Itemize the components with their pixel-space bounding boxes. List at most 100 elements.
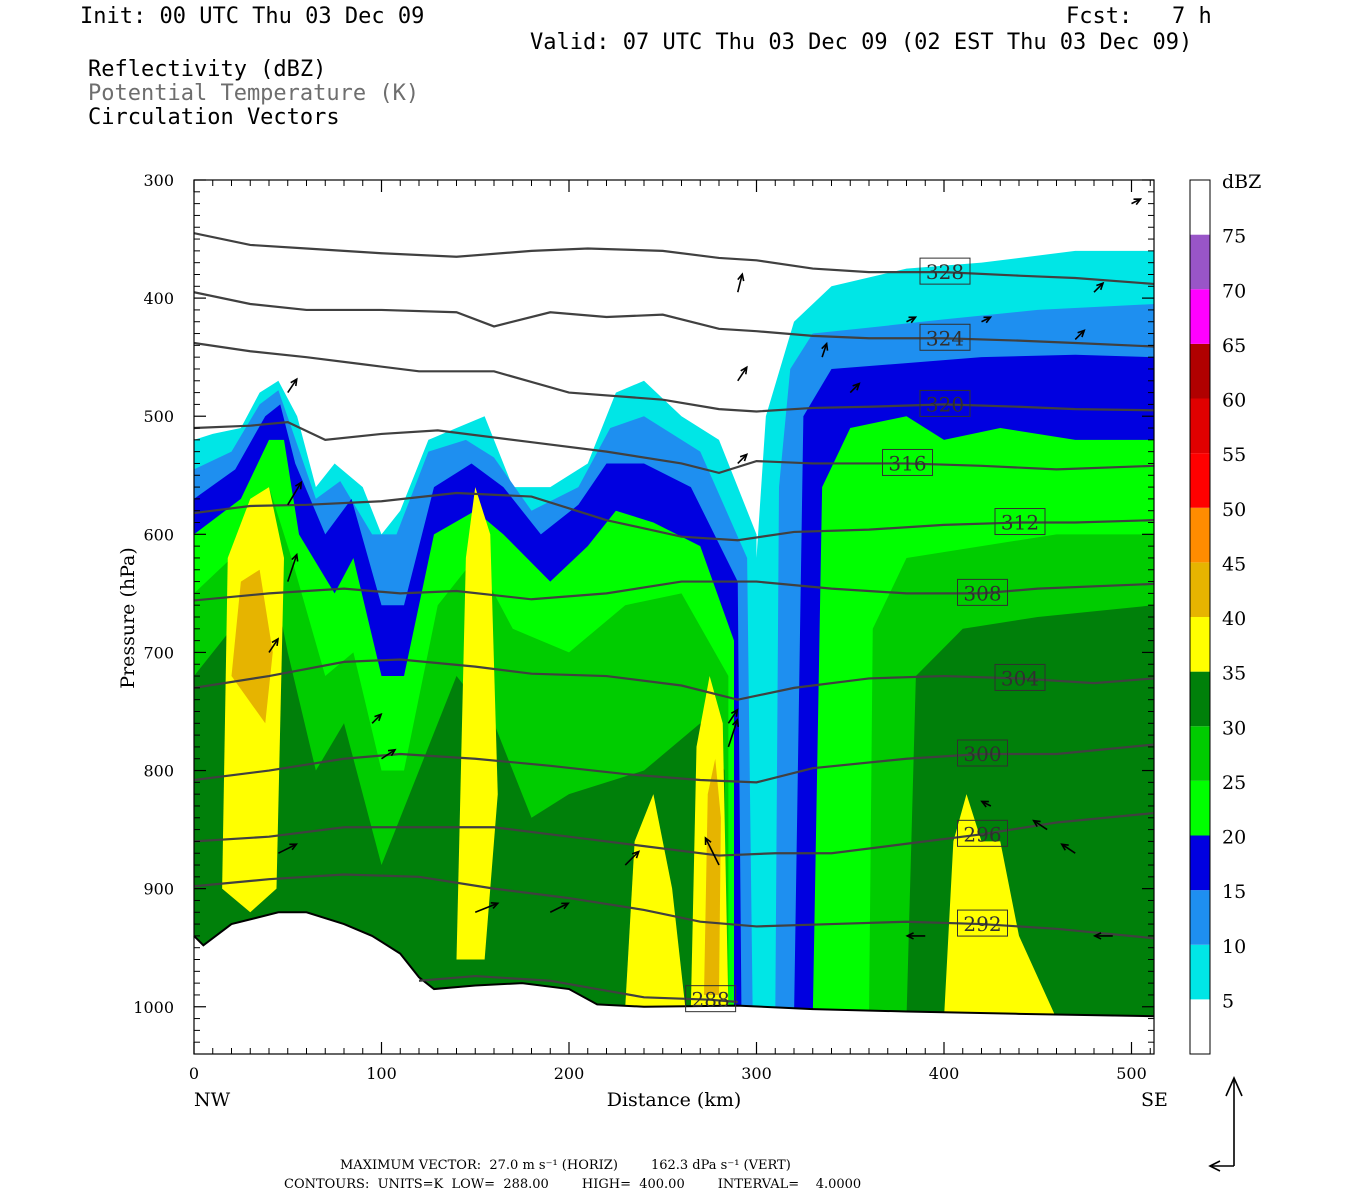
x-tick-label: 400 xyxy=(929,1064,960,1083)
x-tick-label: 300 xyxy=(741,1064,772,1083)
echo-orange-2 xyxy=(704,758,721,995)
theta-contours: 328 324 320 316 312 308 304 300 296 292 288 xyxy=(194,232,1154,1013)
colorbar-title: dBZ xyxy=(1222,171,1261,193)
echo-orange-1 xyxy=(231,569,273,724)
wind-vector xyxy=(727,719,739,748)
forecast-hour: Fcst: 7 h xyxy=(1066,4,1212,29)
wind-vector-head xyxy=(1096,281,1105,291)
reference-vector xyxy=(1208,1076,1243,1172)
x-tick-label: 100 xyxy=(366,1064,397,1083)
theta-label-box-316 xyxy=(882,448,933,476)
wind-vector xyxy=(624,850,640,866)
x-tick-label: 200 xyxy=(554,1064,585,1083)
theta-contour-308 xyxy=(194,580,1154,602)
init-time: Init: 00 UTC Thu 03 Dec 09 xyxy=(80,4,425,29)
wind-vector xyxy=(549,902,569,913)
wind-vector-head xyxy=(561,902,570,910)
theta-label-box-324 xyxy=(919,323,971,351)
colorbar-swatch xyxy=(1190,507,1210,563)
wind-vector xyxy=(278,843,297,854)
x-left-end-label: NW xyxy=(194,1089,231,1111)
theta-label-box-304 xyxy=(994,663,1046,691)
y-tick-label: 1000 xyxy=(133,998,174,1017)
theta-contour-300 xyxy=(194,743,1154,784)
wind-vector xyxy=(1061,843,1076,854)
colorbar-swatch xyxy=(1190,944,1210,1000)
y-tick-label: 500 xyxy=(143,407,174,426)
wind-vector xyxy=(1074,329,1085,341)
wind-vector-head xyxy=(1077,329,1086,338)
wind-vector-head xyxy=(1060,843,1069,851)
wind-vector-head xyxy=(289,843,299,851)
wind-vector xyxy=(704,837,720,866)
wind-vector-head xyxy=(905,932,914,940)
wind-vector-head xyxy=(290,377,298,387)
axes: 300 400 500 600 700 800 900 1000 0 100 200 300 400 50… xyxy=(133,171,1154,1083)
wind-vector-head xyxy=(374,712,383,722)
colorbar-swatch xyxy=(1190,453,1210,508)
colorbar-label: 55 xyxy=(1222,444,1246,466)
x-axis-label: Distance (km) xyxy=(607,1089,742,1111)
wind-vector xyxy=(737,453,748,465)
below-ground-mask xyxy=(194,912,1154,1054)
wind-vector xyxy=(1093,282,1104,293)
colorbar-swatch xyxy=(1190,671,1210,727)
wind-vector-head xyxy=(704,836,712,846)
colorbar-label: 20 xyxy=(1222,827,1246,849)
colorbar-swatch xyxy=(1190,780,1210,836)
valid-time: Valid: 07 UTC Thu 03 Dec 09 (02 EST Thu … xyxy=(530,30,1193,55)
colorbar-label: 60 xyxy=(1222,390,1246,412)
wind-vector-head xyxy=(1092,932,1102,940)
x-right-end-label: SE xyxy=(1141,1089,1168,1111)
wind-vector xyxy=(737,366,748,382)
wind-vector-head xyxy=(821,341,829,351)
colorbar-swatch xyxy=(1190,999,1210,1054)
colorbar: 5 10 15 20 25 30 35 40 45 50 55 60 65 70 75 dBZ xyxy=(1189,171,1261,1055)
colorbar-swatch xyxy=(1190,180,1210,235)
wind-vector xyxy=(286,554,298,582)
theta-label-304: 304 xyxy=(1001,666,1039,690)
y-tick-label: 400 xyxy=(143,289,174,308)
colorbar-label: 65 xyxy=(1222,335,1246,357)
colorbar-label: 10 xyxy=(1222,936,1246,958)
wind-vector-head xyxy=(852,382,861,391)
wind-vector xyxy=(727,709,739,724)
wind-vector-head xyxy=(1032,819,1041,828)
max-vector-note: MAXIMUM VECTOR: 27.0 m s⁻¹ (HORIZ) 162.3… xyxy=(340,1158,791,1173)
wind-vector-head xyxy=(740,365,748,375)
circulation-vectors xyxy=(268,198,1143,940)
x-tick-label: 500 xyxy=(1116,1064,1147,1083)
wind-vector xyxy=(849,383,860,394)
echo-yellow-east xyxy=(944,794,1057,1019)
theta-label-312: 312 xyxy=(1001,511,1039,535)
colorbar-label: 35 xyxy=(1222,663,1246,685)
terrain-surface xyxy=(193,911,1155,1018)
wind-vector-head xyxy=(1133,198,1143,206)
wind-vector xyxy=(287,481,302,506)
echo-core-3 xyxy=(625,794,686,1007)
colorbar-swatch xyxy=(1190,289,1210,344)
wind-vector-head xyxy=(739,453,749,462)
y-tick-label: 700 xyxy=(143,643,174,662)
wind-vector xyxy=(1033,819,1048,831)
colorbar-swatch xyxy=(1190,234,1210,290)
wind-vector xyxy=(821,343,828,358)
wind-vector-head xyxy=(737,272,745,282)
colorbar-label: 40 xyxy=(1222,608,1246,630)
theta-label-324: 324 xyxy=(926,326,964,350)
colorbar-swatch xyxy=(1190,835,1210,891)
theta-label-box-320 xyxy=(919,389,971,417)
theta-label-box-312 xyxy=(994,508,1046,536)
wind-vector-head xyxy=(980,800,989,808)
wind-vector xyxy=(287,378,298,394)
colorbar-label: 15 xyxy=(1222,881,1246,903)
field-circulation-vectors: Circulation Vectors xyxy=(88,105,340,130)
theta-contour-304 xyxy=(194,658,1154,701)
theta-label-320: 320 xyxy=(926,392,964,416)
theta-label-box-308 xyxy=(957,578,1008,606)
field-reflectivity: Reflectivity (dBZ) xyxy=(88,57,327,82)
wind-vector xyxy=(736,274,744,293)
theta-contour-296 xyxy=(194,811,1154,857)
terrain-line xyxy=(193,911,1155,1018)
theta-label-box-296 xyxy=(957,819,1008,847)
